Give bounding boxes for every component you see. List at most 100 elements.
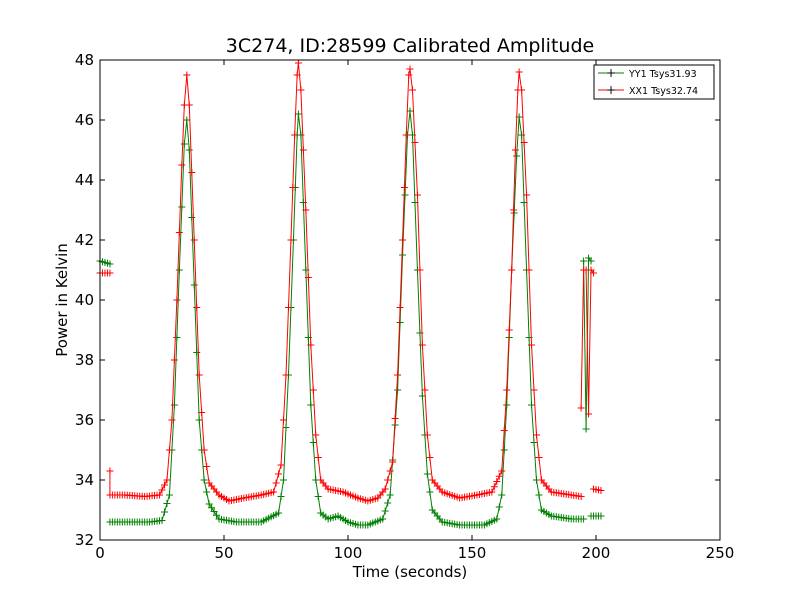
series-xx1 [96,59,605,505]
data-point-yy1 [381,507,389,515]
data-point-yy1 [173,334,181,341]
data-point-xx1 [585,410,593,418]
data-point-yy1 [503,401,511,409]
legend: + YY1 Tsys31.93 + XX1 Tsys32.74 [593,64,715,100]
legend-box [593,64,715,100]
data-point-yy1 [205,500,213,508]
legend-marker-yy1: + [606,66,616,80]
data-point-xx1 [411,139,419,146]
data-point-xx1 [488,488,496,496]
data-point-xx1 [304,274,312,281]
data-point-xx1 [309,386,317,394]
data-point-xx1 [389,458,397,466]
data-point-xx1 [408,86,416,94]
data-point-yy1 [386,491,394,499]
data-point-xx1 [528,341,536,349]
data-point-xx1 [510,206,518,214]
data-point-xx1 [173,296,181,304]
data-point-yy1 [294,110,302,118]
data-point-yy1 [513,152,521,160]
y-tick-label: 46 [75,111,94,129]
data-point-xx1 [185,101,193,109]
data-point-xx1 [193,304,201,311]
data-point-xx1 [520,139,528,146]
data-point-xx1 [291,131,299,139]
data-point-xx1 [515,68,523,76]
y-axis: 32 34 36 38 40 42 44 46 48 [75,51,720,549]
data-point-xx1 [500,427,508,434]
data-point-xx1 [284,304,292,311]
data-point-xx1 [518,86,526,94]
data-point-yy1 [535,491,543,499]
x-tick-label: 200 [582,544,611,562]
x-axis: 0 50 100 150 200 250 [95,60,734,562]
data-point-yy1 [495,503,503,511]
data-point-xx1 [302,206,310,214]
data-point-xx1 [493,478,501,485]
x-tick-label: 150 [458,544,487,562]
data-point-xx1 [293,71,301,79]
data-point-xx1 [577,493,585,500]
data-point-yy1 [309,439,317,446]
data-point-xx1 [299,146,307,154]
data-point-yy1 [528,401,536,409]
y-tick-label: 38 [75,351,94,369]
data-point-yy1 [203,488,211,496]
data-point-yy1 [106,260,114,268]
x-tick-label: 250 [706,544,735,562]
data-point-xx1 [178,161,186,169]
data-point-xx1 [532,431,540,439]
data-point-yy1 [275,509,283,517]
data-point-yy1 [210,508,218,515]
data-point-xx1 [200,446,208,454]
data-point-xx1 [188,169,196,176]
data-point-xx1 [391,415,399,422]
x-tick-label: 100 [334,544,363,562]
data-point-xx1 [165,446,173,454]
data-point-xx1 [170,356,178,364]
data-point-xx1 [183,71,191,79]
y-tick-label: 42 [75,231,94,249]
y-tick-label: 32 [75,531,94,549]
data-point-xx1 [168,416,176,424]
data-point-yy1 [493,515,501,523]
data-point-xx1 [399,236,407,244]
data-point-xx1 [280,416,288,424]
legend-marker-xx1: + [606,83,616,97]
y-tick-label: 40 [75,291,94,309]
data-point-xx1 [406,65,414,73]
data-point-xx1 [405,71,413,79]
data-point-yy1 [165,491,173,499]
chart-title: 3C274, ID:28599 Calibrated Amplitude [226,35,594,57]
data-point-yy1 [158,517,166,524]
y-tick-label: 44 [75,171,94,189]
data-point-xx1 [312,431,320,439]
data-point-yy1 [587,257,595,265]
data-point-xx1 [577,404,585,412]
data-point-yy1 [423,470,431,478]
x-tick-label: 50 [214,544,233,562]
y-tick-label: 34 [75,471,94,489]
data-point-yy1 [160,508,168,516]
data-point-xx1 [394,371,402,379]
data-point-xx1 [402,131,410,139]
data-point-yy1 [582,425,590,433]
data-point-yy1 [190,281,198,289]
legend-label-xx1: XX1 Tsys32.74 [629,86,698,97]
data-point-xx1 [416,266,424,274]
data-point-yy1 [379,515,387,523]
data-point-yy1 [213,511,221,519]
data-point-yy1 [188,214,196,221]
data-point-xx1 [198,409,206,416]
x-axis-label: Time (seconds) [352,563,468,581]
data-point-xx1 [175,229,183,236]
data-point-yy1 [193,349,201,356]
data-point-xx1 [275,470,283,478]
data-point-yy1 [510,209,518,217]
y-tick-label: 36 [75,411,94,429]
data-point-xx1 [277,461,285,469]
data-point-xx1 [282,371,290,379]
data-point-yy1 [180,140,188,148]
data-point-xx1 [156,491,164,499]
